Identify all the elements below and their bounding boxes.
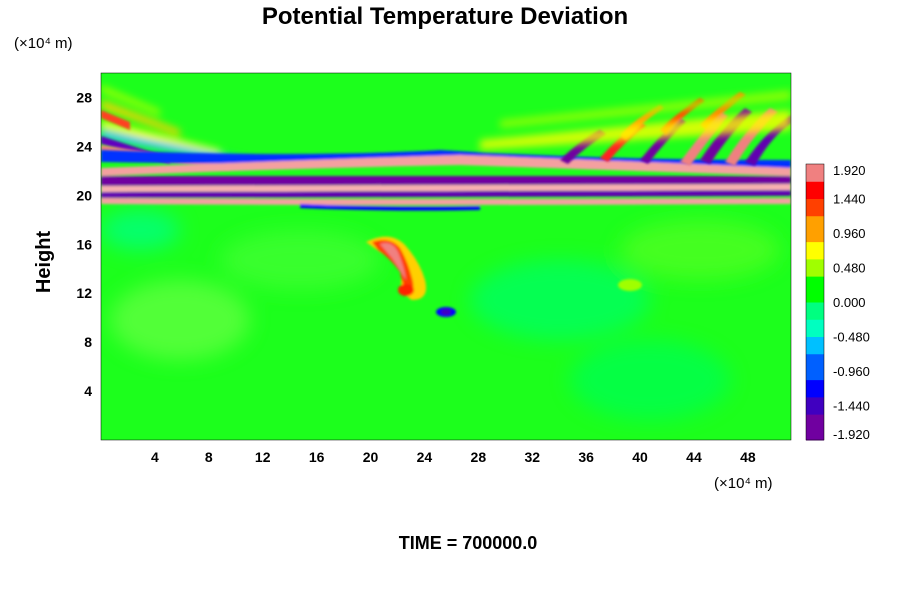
x-tick-label: 48	[740, 449, 756, 465]
colorbar-swatch	[806, 396, 824, 406]
x-unit-label: (×10⁴ m)	[714, 475, 773, 492]
x-tick-label: 4	[151, 449, 159, 465]
colorbar-swatch	[806, 293, 824, 303]
colorbar-swatch	[806, 319, 824, 329]
colorbar-swatch	[806, 284, 824, 294]
colorbar-swatch	[806, 224, 824, 234]
colorbar-swatch	[806, 345, 824, 355]
colorbar-tick-label: -1.920	[833, 427, 870, 442]
y-tick-label: 12	[76, 285, 92, 301]
colorbar-tick-label: -1.440	[833, 399, 870, 414]
colorbar-swatch	[806, 327, 824, 337]
x-tick-label: 40	[632, 449, 648, 465]
x-tick-label: 20	[363, 449, 379, 465]
y-unit-label: (×10⁴ m)	[14, 35, 73, 52]
y-axis-label: Height	[33, 231, 55, 294]
colorbar-tick-label: 1.920	[833, 163, 866, 178]
colorbar-swatch	[806, 353, 824, 363]
colorbar-swatch	[806, 172, 824, 182]
colorbar-swatch	[806, 276, 824, 286]
heatmap-field	[101, 73, 791, 440]
colorbar-tick-label: 1.440	[833, 192, 866, 207]
colorbar-swatch	[806, 198, 824, 208]
colorbar-swatch	[806, 336, 824, 346]
colorbar-swatch	[806, 302, 824, 312]
colorbar-tick-label: 0.960	[833, 226, 866, 241]
chart-title: Potential Temperature Deviation	[262, 3, 628, 30]
colorbar-swatch	[806, 362, 824, 372]
colorbar-tick-label: -0.480	[833, 330, 870, 345]
y-tick-label: 16	[76, 236, 92, 252]
time-label: TIME = 700000.0	[399, 533, 538, 553]
colorbar-tick-label: -0.960	[833, 364, 870, 379]
colorbar-swatch	[806, 310, 824, 320]
colorbar-tick-label: 0.480	[833, 261, 866, 276]
x-tick-labels: 4 8 12 16 20 24 28 32 36 40 44 48	[151, 449, 756, 465]
colorbar-swatch	[806, 388, 824, 398]
colorbar-swatch	[806, 215, 824, 225]
y-tick-label: 20	[76, 187, 92, 203]
y-tick-label: 24	[76, 138, 92, 154]
colorbar-swatch	[806, 431, 824, 441]
y-tick-label: 8	[84, 334, 92, 350]
x-tick-label: 36	[578, 449, 594, 465]
plot-frame	[100, 72, 792, 441]
y-tick-label: 28	[76, 89, 92, 105]
colorbar-swatch	[806, 405, 824, 415]
colorbar-frame	[805, 163, 825, 441]
x-tick-label: 8	[205, 449, 213, 465]
y-tick-labels: 4 8 12 16 20 24 28	[76, 89, 92, 399]
x-tick-label: 44	[686, 449, 702, 465]
colorbar-swatch	[806, 267, 824, 277]
x-tick-label: 12	[255, 449, 271, 465]
colorbar-swatch	[806, 207, 824, 217]
colorbar-swatch	[806, 181, 824, 191]
colorbar-swatch	[806, 379, 824, 389]
colorbar-tick-label: 0.000	[833, 295, 866, 310]
colorbar-swatch	[806, 371, 824, 381]
colorbar-tick-labels: 1.920 1.440 0.960 0.480 0.000 -0.480 -0.960 -1.…	[833, 163, 870, 442]
colorbar-swatch	[806, 233, 824, 243]
colorbar-swatch	[806, 189, 824, 199]
colorbar-swatch	[806, 258, 824, 268]
colorbar-swatch	[806, 414, 824, 424]
colorbar-swatch	[806, 250, 824, 260]
colorbar	[805, 163, 825, 441]
x-tick-label: 32	[524, 449, 540, 465]
x-tick-label: 16	[309, 449, 325, 465]
colorbar-swatch	[806, 164, 824, 174]
x-tick-label: 28	[471, 449, 487, 465]
x-tick-label: 24	[417, 449, 433, 465]
colorbar-swatch	[806, 422, 824, 432]
y-tick-label: 4	[84, 383, 92, 399]
colorbar-swatch	[806, 241, 824, 251]
